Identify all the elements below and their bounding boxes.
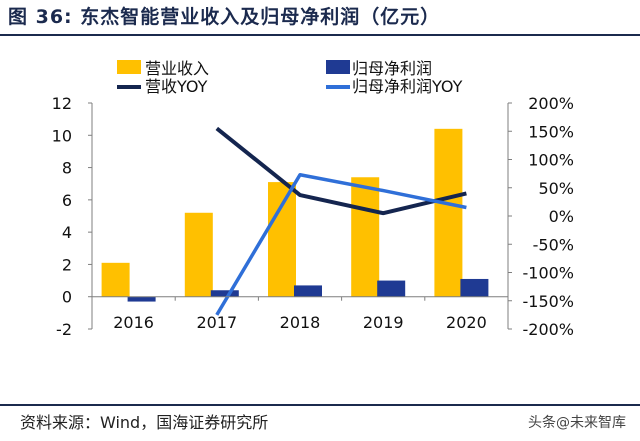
legend-label-0: 营业收入 <box>145 59 209 78</box>
legend-label-1: 归母净利润 <box>352 59 432 78</box>
right-tick-label: 100% <box>528 151 574 170</box>
right-tick-label: 200% <box>528 94 574 113</box>
axes: -2 0 2 4 6 8 10 12 -200% -150% -100% -50% 0% 50% 100% 1… <box>52 94 574 339</box>
title-divider <box>0 34 640 36</box>
bar-revenue-2016 <box>101 262 130 297</box>
left-tick-label: 0 <box>62 288 72 307</box>
bar-profit-2017 <box>210 290 239 297</box>
left-tick-label: 2 <box>62 255 72 274</box>
right-tick-label: 0% <box>549 207 574 226</box>
left-tick-label: 10 <box>52 126 72 145</box>
line-profit-yoy <box>215 173 467 316</box>
legend-label-2: 营收YOY <box>145 77 208 96</box>
chart-title: 图 36: 东杰智能营业收入及归母净利润（亿元） <box>8 6 441 28</box>
right-tick-label: -100% <box>522 264 574 283</box>
bar-revenue-2018 <box>268 182 296 297</box>
right-tick-label: 50% <box>538 179 574 198</box>
left-tick-label: 4 <box>62 223 72 242</box>
bar-profit-2020 <box>460 278 489 297</box>
bars <box>101 128 489 302</box>
bar-revenue-2019 <box>351 177 380 297</box>
lines <box>215 126 467 316</box>
right-tick-label: -200% <box>522 320 574 339</box>
right-tick-label: -50% <box>533 235 574 254</box>
left-tick-label: 8 <box>62 159 72 178</box>
x-tick-label: 2017 <box>196 313 237 332</box>
line-revenue-yoy <box>215 126 467 216</box>
bar-revenue-2020 <box>434 128 463 297</box>
source-note: 资料来源：Wind，国海证券研究所 <box>20 413 269 432</box>
left-tick-label: 6 <box>62 191 72 210</box>
bar-revenue-2017 <box>184 212 213 297</box>
right-tick-label: -150% <box>522 292 574 311</box>
legend-swatch-0 <box>117 60 141 74</box>
legend-swatch-1 <box>326 60 350 74</box>
x-tick-label: 2019 <box>363 313 404 332</box>
x-tick-label: 2018 <box>280 313 321 332</box>
left-tick-label: 12 <box>52 94 72 113</box>
legend-label-3: 归母净利润YOY <box>352 77 463 96</box>
bar-profit-2019 <box>377 280 406 297</box>
bar-profit-2016 <box>127 296 156 302</box>
x-tick-label: 2020 <box>446 313 487 332</box>
watermark: 头条@未来智库 <box>528 415 626 431</box>
bar-profit-2018 <box>294 285 322 297</box>
x-tick-label: 2016 <box>113 313 154 332</box>
left-tick-label: -2 <box>56 320 72 339</box>
right-tick-label: 150% <box>528 122 574 141</box>
footer-divider <box>0 404 640 406</box>
